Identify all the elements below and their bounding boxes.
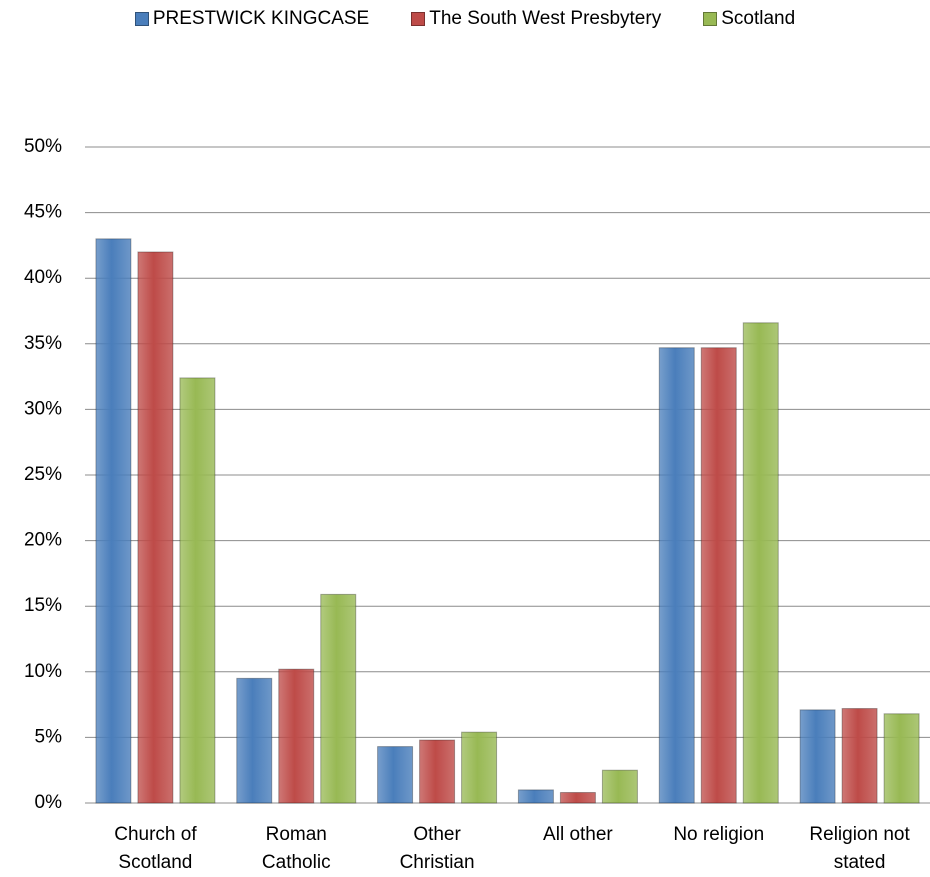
y-tick-label: 5% (35, 726, 63, 747)
legend-item: PRESTWICK KINGCASE (134, 8, 370, 30)
bar (742, 322, 779, 804)
bar (95, 238, 132, 804)
bar (841, 708, 878, 804)
y-tick-label: 10% (24, 661, 62, 682)
y-tick-label: 20% (24, 530, 62, 551)
bar (461, 731, 498, 804)
bar (658, 347, 695, 804)
bar (419, 739, 456, 804)
x-tick-label: All other (543, 824, 613, 845)
x-tick-label: Other Christian (399, 824, 475, 873)
bar (320, 593, 357, 804)
legend-item: The South West Presbytery (411, 8, 661, 30)
y-tick-label: 40% (24, 267, 62, 288)
bar (799, 709, 836, 804)
legend-swatch (134, 12, 149, 26)
bar (377, 746, 414, 804)
legend-label: Scotland (721, 8, 796, 29)
legend-label: PRESTWICK KINGCASE (152, 8, 370, 29)
legend-swatch (703, 12, 718, 26)
bar (517, 789, 554, 804)
x-tick-label: Church of Scotland (114, 824, 197, 873)
y-tick-label: 0% (35, 792, 63, 813)
bar (278, 668, 315, 804)
bar (883, 713, 920, 804)
bar (179, 377, 216, 804)
bar (236, 677, 273, 804)
y-tick-label: 15% (24, 595, 62, 616)
bar (137, 251, 174, 804)
bar (559, 792, 596, 804)
y-tick-label: 25% (24, 464, 62, 485)
y-tick-label: 30% (24, 398, 62, 419)
y-tick-label: 45% (24, 202, 62, 223)
x-tick-label: Religion not stated (809, 824, 910, 873)
x-tick-label: Roman Catholic (261, 824, 331, 873)
x-tick-label: No religion (673, 824, 765, 845)
legend: PRESTWICK KINGCASE The South West Presbyt… (0, 8, 930, 30)
legend-label: The South West Presbytery (429, 8, 662, 29)
y-tick-label: 35% (24, 333, 62, 354)
bar (700, 347, 737, 804)
legend-swatch (411, 12, 426, 26)
bar (601, 769, 638, 804)
legend-item: Scotland (703, 8, 795, 30)
y-tick-label: 50% (24, 136, 62, 157)
